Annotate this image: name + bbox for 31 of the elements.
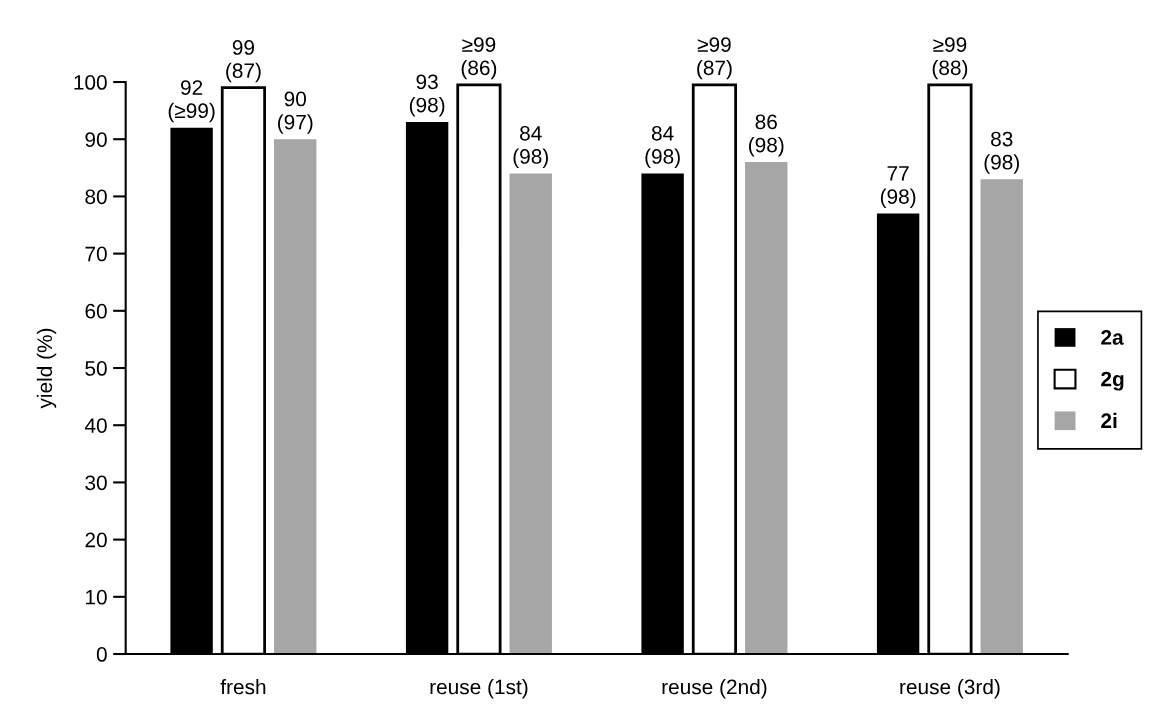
y-tick-label: 50 [85,361,107,376]
data-label: 77 (98) [880,166,916,209]
data-label: ≥99 (88) [932,37,968,80]
y-tick-label: 20 [85,532,107,548]
y-tick-label: 10 [86,589,107,605]
data-label: 90 (97) [278,91,313,134]
y-tick-label: 0 [96,647,107,662]
data-label: 84 (98) [645,125,680,168]
y-tick-label: 100 [74,75,107,90]
y-tick-label: 90 [85,132,107,147]
data-label: 84 (98) [513,125,548,168]
y-tick-label: 40 [84,418,107,433]
legend-label: 2a [1101,330,1124,345]
y-tick-label: 30 [85,475,107,491]
x-tick-label: reuse (1st) [430,679,528,699]
legend-label: 2g [1101,371,1124,391]
y-tick-label: 80 [85,189,107,205]
data-label: ≥99 (86) [461,37,497,80]
data-label: 92 (≥99) [168,80,215,123]
legend-label: 2i [1101,412,1117,428]
data-label: ≥99 (87) [697,37,732,80]
data-label: 99 (87) [226,40,261,83]
x-tick-label: reuse (3rd) [900,679,1000,699]
data-label: 83 (98) [984,131,1019,174]
x-tick-label: fresh [220,679,266,695]
y-tick-label: 60 [85,303,107,319]
data-label: 86 (98) [749,114,784,157]
x-tick-label: reuse (2nd) [662,679,767,699]
data-label: 93 (98) [409,74,445,117]
y-tick-label: 70 [85,246,107,262]
y-axis-title: yield (%) [36,328,57,409]
